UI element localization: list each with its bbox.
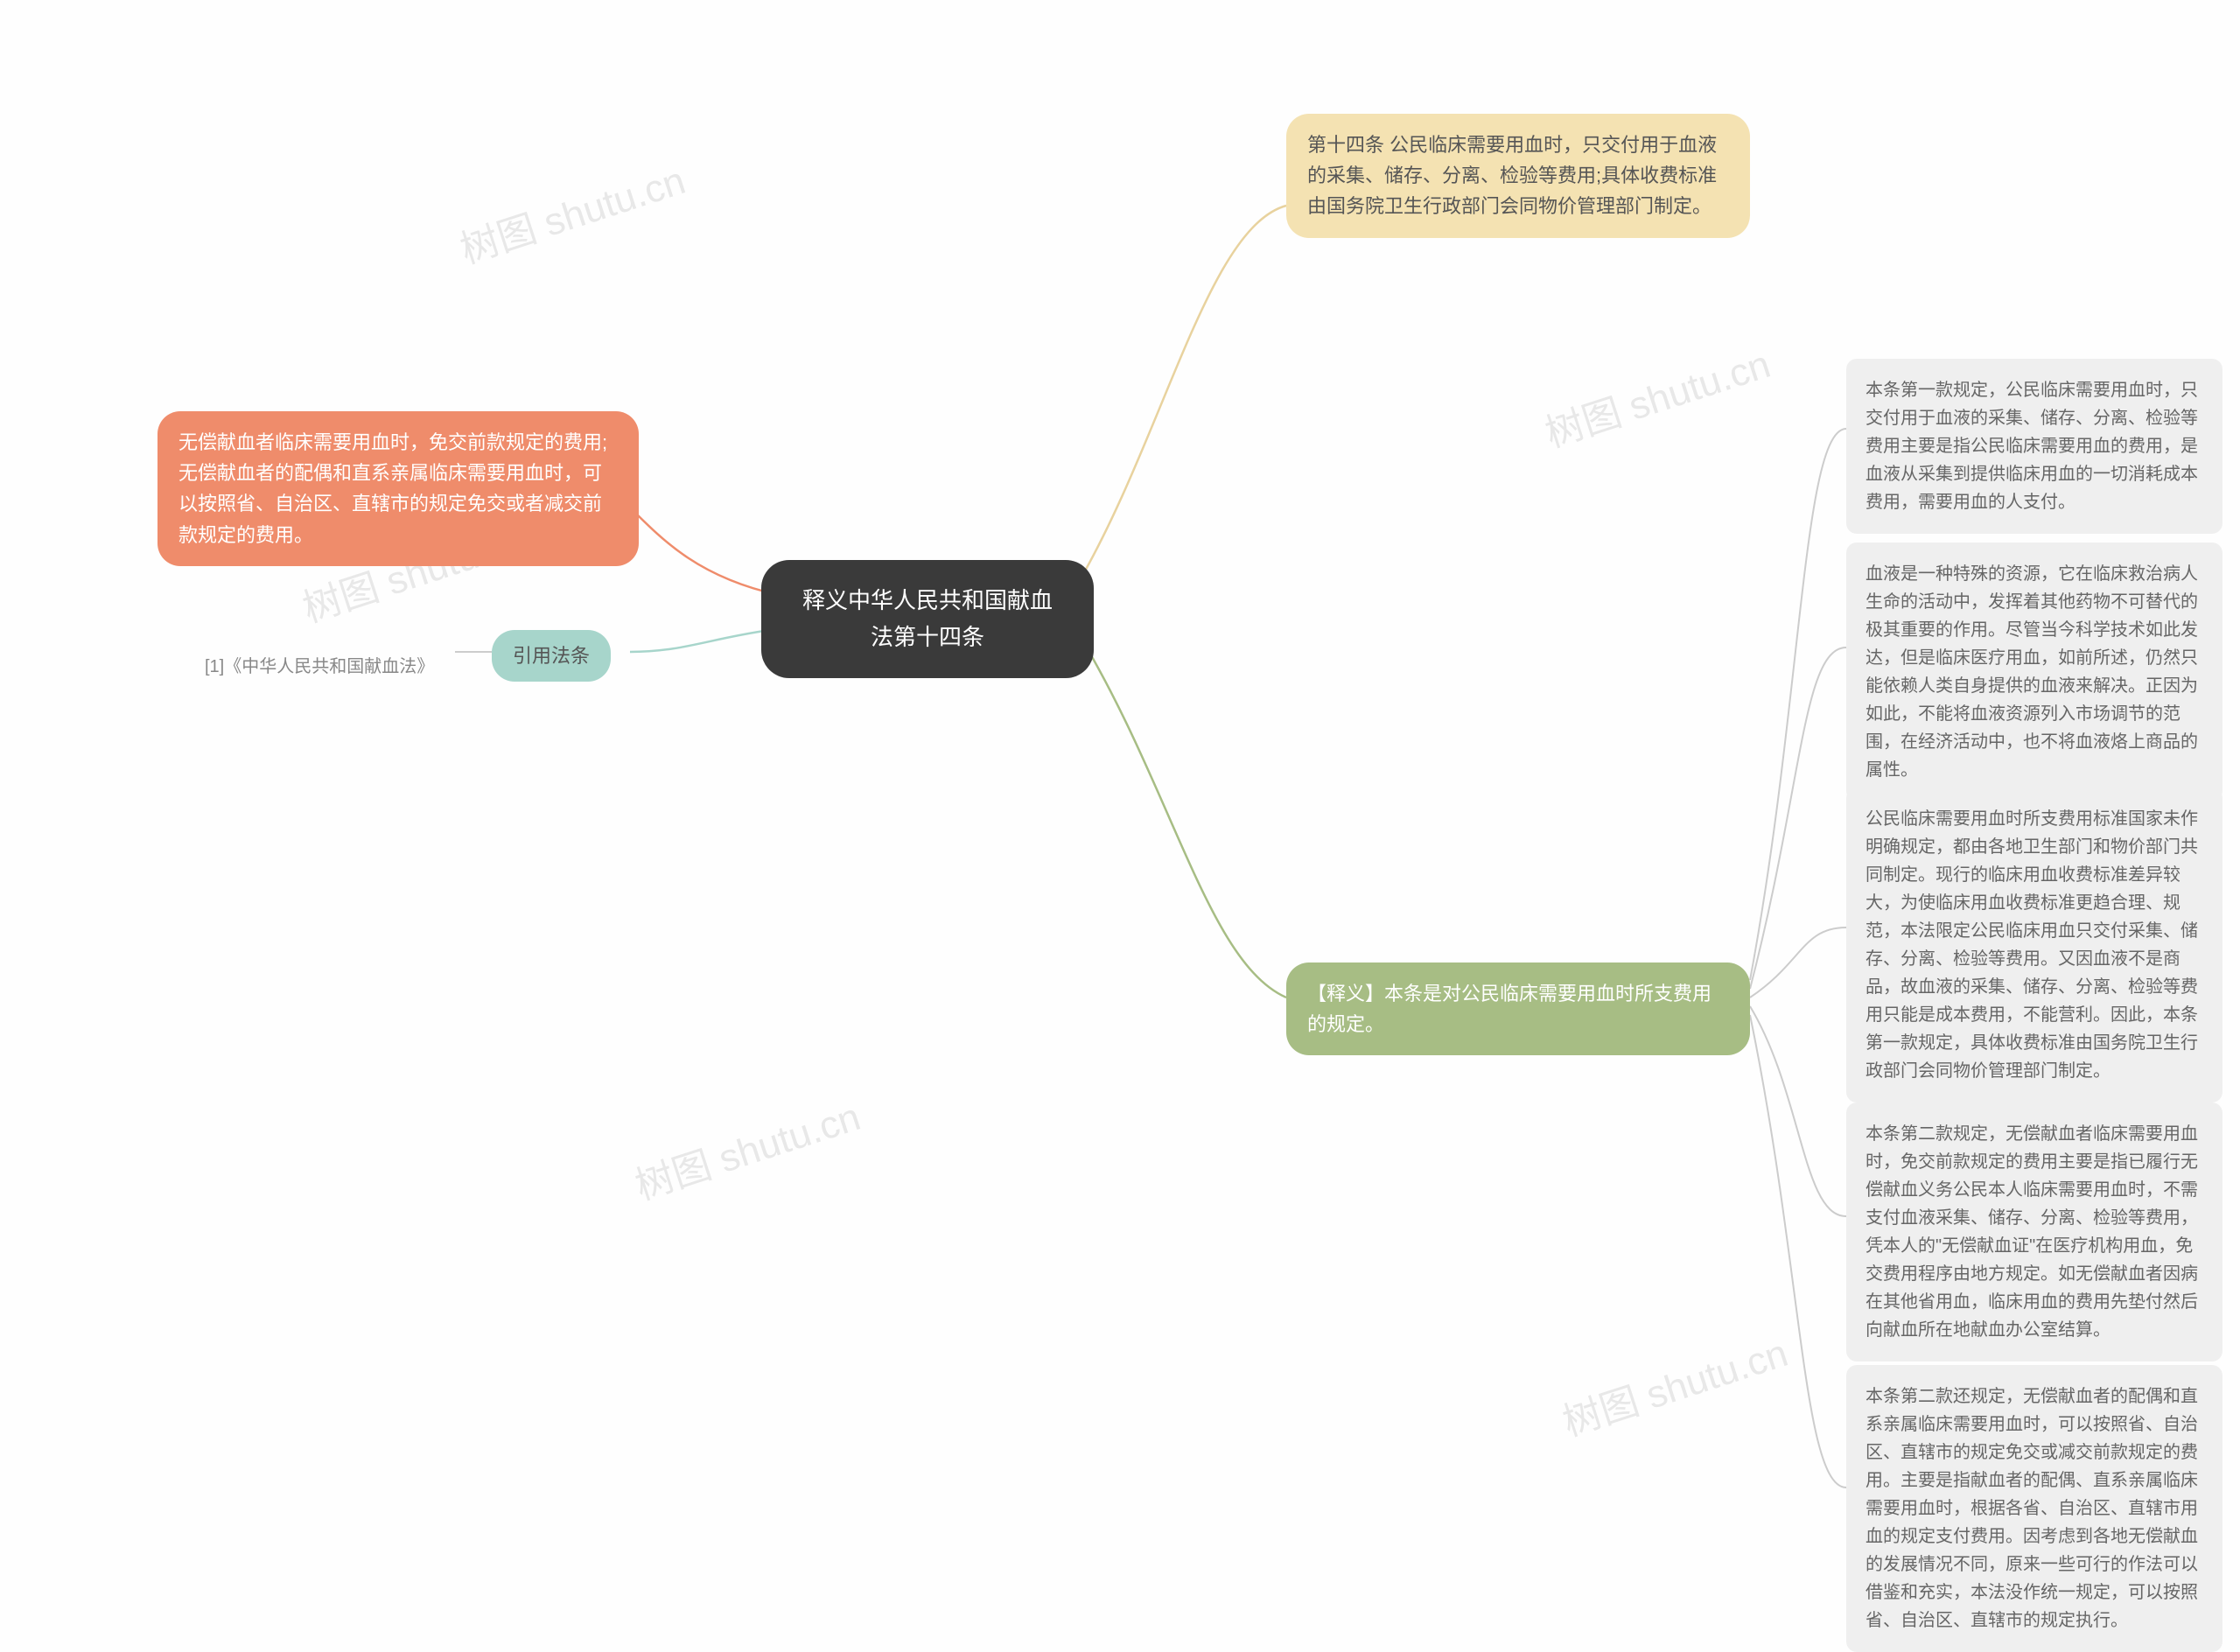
green-node: 【释义】本条是对公民临床需要用血时所支费用的规定。 [1286,962,1750,1055]
gray-node-1: 血液是一种特殊的资源，它在临床救治病人生命的活动中，发挥着其他药物不可替代的极其… [1846,542,2222,802]
gray-node-3-text: 本条第二款规定，无偿献血者临床需要用血时，免交前款规定的费用主要是指已履行无偿献… [1866,1124,2198,1340]
orange-node: 无偿献血者临床需要用血时，免交前款规定的费用;无偿献血者的配偶和直系亲属临床需要… [158,411,639,566]
gray-node-4-text: 本条第二款还规定，无偿献血者的配偶和直系亲属临床需要用血时，可以按照省、自治区、… [1866,1387,2198,1630]
gray-node-0-text: 本条第一款规定，公民临床需要用血时，只交付用于血液的采集、储存、分离、检验等费用… [1866,381,2198,512]
gray-node-2-text: 公民临床需要用血时所支费用标准国家未作明确规定，都由各地卫生部门和物价部门共同制… [1866,809,2198,1081]
teal-child-node: [1]《中华人民共和国献血法》 [184,637,455,696]
watermark: 树图 shutu.cn [1537,332,1776,458]
watermark: 树图 shutu.cn [627,1085,866,1210]
watermark: 树图 shutu.cn [452,149,691,274]
center-title-line2: 法第十四条 [793,620,1062,656]
yellow-node: 第十四条 公民临床需要用血时，只交付用于血液的采集、储存、分离、检验等费用;具体… [1286,114,1750,238]
yellow-node-text: 第十四条 公民临床需要用血时，只交付用于血液的采集、储存、分离、检验等费用;具体… [1307,134,1717,217]
green-node-text: 【释义】本条是对公民临床需要用血时所支费用的规定。 [1307,983,1712,1035]
watermark: 树图 shutu.cn [1555,1321,1794,1446]
teal-node-text: 引用法条 [513,645,590,667]
gray-node-3: 本条第二款规定，无偿献血者临床需要用血时，免交前款规定的费用主要是指已履行无偿献… [1846,1102,2222,1362]
teal-node: 引用法条 [492,630,611,682]
orange-node-text: 无偿献血者临床需要用血时，免交前款规定的费用;无偿献血者的配偶和直系亲属临床需要… [178,431,607,546]
center-node: 释义中华人民共和国献血 法第十四条 [761,560,1094,678]
gray-node-1-text: 血液是一种特殊的资源，它在临床救治病人生命的活动中，发挥着其他药物不可替代的极其… [1866,564,2198,780]
teal-child-text: [1]《中华人民共和国献血法》 [205,657,434,676]
gray-node-4: 本条第二款还规定，无偿献血者的配偶和直系亲属临床需要用血时，可以按照省、自治区、… [1846,1365,2222,1652]
center-title-line1: 释义中华人民共和国献血 [793,583,1062,620]
gray-node-2: 公民临床需要用血时所支费用标准国家未作明确规定，都由各地卫生部门和物价部门共同制… [1846,788,2222,1102]
gray-node-0: 本条第一款规定，公民临床需要用血时，只交付用于血液的采集、储存、分离、检验等费用… [1846,359,2222,534]
